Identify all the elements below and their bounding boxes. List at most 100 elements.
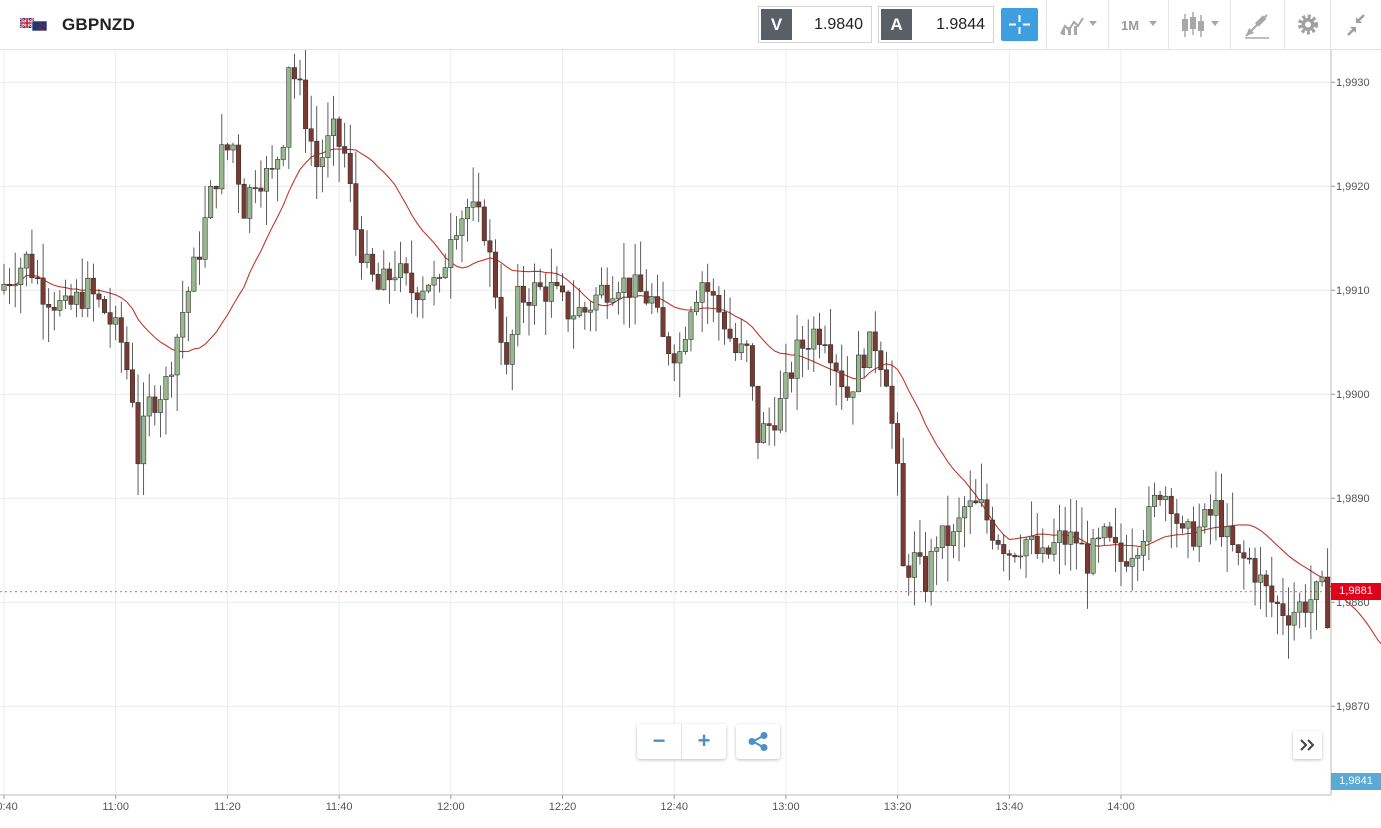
candle[interactable] bbox=[610, 298, 616, 303]
candle[interactable] bbox=[917, 552, 923, 557]
candle[interactable] bbox=[559, 285, 565, 293]
candle[interactable] bbox=[1224, 526, 1230, 538]
scroll-to-latest-button[interactable] bbox=[1293, 731, 1322, 759]
candle[interactable] bbox=[962, 506, 968, 519]
candle[interactable] bbox=[35, 277, 41, 280]
candle[interactable] bbox=[649, 296, 655, 304]
candle[interactable] bbox=[660, 307, 666, 337]
candle[interactable] bbox=[303, 79, 309, 130]
candle[interactable] bbox=[1219, 500, 1225, 538]
candle[interactable] bbox=[481, 206, 487, 242]
candle[interactable] bbox=[437, 277, 443, 279]
candle[interactable] bbox=[643, 291, 649, 304]
candle[interactable] bbox=[1152, 494, 1158, 507]
candle[interactable] bbox=[202, 217, 208, 260]
candle[interactable] bbox=[532, 282, 538, 306]
candle[interactable] bbox=[269, 168, 275, 170]
candle[interactable] bbox=[1101, 526, 1107, 539]
candlestick-chart[interactable]: 1,99301,99201,99101,99001,98901,98801,98… bbox=[0, 47, 1381, 823]
candle[interactable] bbox=[844, 386, 850, 398]
candle[interactable] bbox=[51, 306, 57, 311]
candle[interactable] bbox=[1040, 547, 1046, 554]
candle[interactable] bbox=[487, 240, 493, 253]
candle[interactable] bbox=[308, 128, 314, 142]
candle[interactable] bbox=[213, 186, 219, 190]
candle[interactable] bbox=[682, 339, 688, 352]
candle[interactable] bbox=[554, 282, 560, 287]
candle[interactable] bbox=[1079, 542, 1085, 545]
candle[interactable] bbox=[755, 385, 761, 443]
candle[interactable] bbox=[923, 556, 929, 592]
candle[interactable] bbox=[716, 294, 722, 313]
candle[interactable] bbox=[1207, 509, 1213, 516]
candle[interactable] bbox=[442, 267, 448, 279]
candle[interactable] bbox=[425, 284, 431, 292]
candle[interactable] bbox=[587, 309, 593, 313]
candle[interactable] bbox=[420, 290, 426, 301]
candle[interactable] bbox=[1001, 544, 1007, 554]
candle[interactable] bbox=[571, 315, 577, 320]
candle[interactable] bbox=[889, 385, 895, 424]
candle[interactable] bbox=[275, 159, 281, 170]
candle[interactable] bbox=[1179, 523, 1185, 529]
candle[interactable] bbox=[967, 500, 973, 508]
candle[interactable] bbox=[1325, 576, 1331, 629]
candle[interactable] bbox=[46, 303, 52, 308]
candle[interactable] bbox=[1185, 521, 1191, 529]
candle[interactable] bbox=[1235, 544, 1241, 553]
candle[interactable] bbox=[180, 312, 186, 338]
candle[interactable] bbox=[448, 239, 454, 268]
candle[interactable] bbox=[872, 331, 878, 352]
candle[interactable] bbox=[900, 463, 906, 567]
candle[interactable] bbox=[627, 277, 633, 298]
candle[interactable] bbox=[280, 146, 286, 160]
candle[interactable] bbox=[79, 291, 85, 309]
candle[interactable] bbox=[7, 283, 13, 287]
collapse-button[interactable] bbox=[1330, 0, 1381, 49]
candle[interactable] bbox=[1146, 506, 1152, 542]
candle[interactable] bbox=[1280, 603, 1286, 616]
candle[interactable] bbox=[883, 369, 889, 387]
candle[interactable] bbox=[258, 187, 264, 192]
candle[interactable] bbox=[1157, 494, 1163, 500]
candle[interactable] bbox=[241, 183, 247, 219]
candle[interactable] bbox=[738, 343, 744, 354]
candle[interactable] bbox=[85, 277, 91, 309]
candle[interactable] bbox=[364, 253, 370, 263]
candle[interactable] bbox=[196, 256, 202, 260]
candle[interactable] bbox=[113, 317, 119, 325]
candle[interactable] bbox=[1241, 552, 1247, 559]
candle[interactable] bbox=[409, 272, 415, 294]
candle[interactable] bbox=[939, 525, 945, 548]
candle[interactable] bbox=[319, 157, 325, 168]
candle[interactable] bbox=[1263, 574, 1269, 587]
sell-price-button[interactable]: V 1.9840 bbox=[758, 6, 872, 43]
candle[interactable] bbox=[353, 183, 359, 230]
candle[interactable] bbox=[984, 499, 990, 521]
candle[interactable] bbox=[18, 267, 24, 285]
candle[interactable] bbox=[794, 339, 800, 379]
candle[interactable] bbox=[1274, 601, 1280, 604]
candle[interactable] bbox=[1252, 558, 1258, 583]
candle[interactable] bbox=[978, 499, 984, 504]
timeframe-dropdown[interactable]: 1M bbox=[1108, 0, 1168, 49]
candle[interactable] bbox=[1269, 585, 1275, 603]
candle[interactable] bbox=[861, 354, 867, 368]
candle[interactable] bbox=[492, 251, 498, 298]
candle[interactable] bbox=[1045, 547, 1051, 555]
candle[interactable] bbox=[828, 344, 834, 364]
candle[interactable] bbox=[895, 423, 901, 464]
candle[interactable] bbox=[1319, 576, 1325, 583]
candle[interactable] bbox=[342, 146, 348, 154]
candle[interactable] bbox=[381, 268, 387, 290]
candle[interactable] bbox=[1107, 526, 1113, 538]
candle[interactable] bbox=[414, 292, 420, 301]
candle[interactable] bbox=[638, 274, 644, 292]
candle[interactable] bbox=[822, 344, 828, 346]
candle[interactable] bbox=[331, 118, 337, 136]
candle[interactable] bbox=[1168, 495, 1174, 515]
candle[interactable] bbox=[375, 274, 381, 290]
candle[interactable] bbox=[169, 374, 175, 377]
candle[interactable] bbox=[358, 229, 364, 263]
candle[interactable] bbox=[783, 372, 789, 399]
